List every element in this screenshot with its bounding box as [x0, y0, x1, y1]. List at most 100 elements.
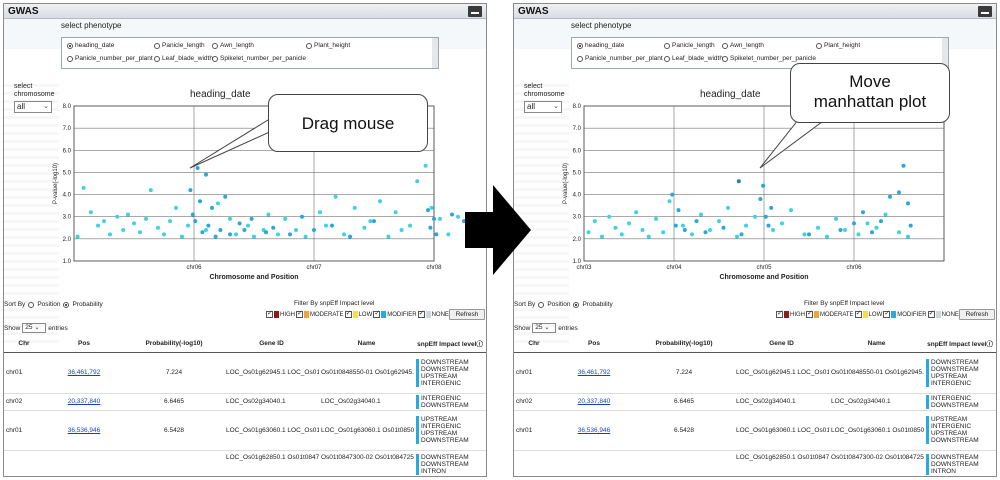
- phenotype-option-panicle-length[interactable]: Panicle_length: [664, 42, 715, 49]
- sort-position-radio[interactable]: [538, 301, 545, 308]
- data-point: [703, 230, 708, 235]
- x-axis-label: Chromosome and Position: [719, 274, 808, 281]
- col-header-pos[interactable]: Pos: [44, 335, 124, 353]
- minimize-button[interactable]: [978, 6, 992, 17]
- data-point: [771, 228, 775, 232]
- col-header-probability[interactable]: Probability(-log10): [124, 335, 224, 353]
- table-row[interactable]: chr01 36,536,946 6.5428 LOC_Os01g63060.1…: [514, 410, 996, 451]
- phenotype-selector: heading_date Panicle_length Awn_length P…: [61, 37, 439, 69]
- impact-cell: DOWNSTREAM DOWNSTREAM INTRON: [924, 450, 996, 476]
- data-point: [861, 210, 865, 215]
- col-header-probability[interactable]: Probability(-log10): [634, 335, 734, 353]
- impact-entry: INTERGENIC: [926, 379, 994, 387]
- name-cell: Os01t0847300-02 Os01t0847250-00 Os01t084…: [829, 450, 924, 476]
- manhattan-plot[interactable]: 1.0 2.0 3.0 4.0 5.0 6.0 7.0 8.0 chr03 chr04 chr05 c…: [558, 100, 948, 285]
- radio-icon: [722, 55, 728, 62]
- data-point: [218, 228, 223, 232]
- phenotype-option-panicle-length[interactable]: Panicle_length: [154, 42, 205, 49]
- pos-link[interactable]: 36,461,792: [67, 369, 101, 376]
- table-row[interactable]: LOC_Os01g62850.1 Os01t0847250-00 Os01t08…: [514, 450, 996, 476]
- col-header-name[interactable]: Name: [829, 335, 924, 353]
- y-tick-label: 6.0: [573, 148, 582, 154]
- col-header-chr[interactable]: Chr: [4, 335, 44, 353]
- chromosome-select[interactable]: all ⌄: [14, 101, 52, 113]
- data-point: [607, 214, 612, 219]
- phenotype-option-panicle-number[interactable]: Panicle_number_per_plant: [577, 55, 663, 62]
- phenotype-option-heading-date[interactable]: heading_date: [67, 42, 114, 49]
- data-point: [188, 188, 193, 193]
- filter-none-checkbox[interactable]: [927, 309, 935, 318]
- phenotype-option-leaf-blade-width[interactable]: Leaf_blade_width: [664, 55, 723, 62]
- filter-moderate-checkbox[interactable]: [296, 309, 303, 318]
- data-point: [816, 225, 820, 230]
- filter-low-checkbox[interactable]: [854, 309, 862, 318]
- col-header-impact[interactable]: snpEff Impact levelⓘ: [414, 335, 486, 353]
- modifier-bar: [416, 416, 419, 423]
- sort-position-radio[interactable]: [28, 301, 35, 308]
- phenotype-option-leaf-blade-width[interactable]: Leaf_blade_width: [154, 55, 213, 62]
- modifier-bar: [926, 460, 929, 468]
- chromosome-select[interactable]: all ⌄: [524, 101, 562, 113]
- phenotype-option-plant-height[interactable]: Plant_height: [816, 42, 860, 49]
- col-header-gene-id[interactable]: Gene ID: [224, 335, 319, 353]
- phenotype-option-awn-length[interactable]: Awn_length: [212, 42, 254, 49]
- impact-cell: INTERGENIC DOWNSTREAM: [924, 393, 996, 411]
- phenotype-option-heading-date[interactable]: heading_date: [577, 42, 624, 49]
- data-point: [276, 232, 280, 237]
- pos-link[interactable]: 36,536,946: [577, 426, 611, 434]
- pos-link[interactable]: 20,337,840: [67, 398, 101, 405]
- table-row[interactable]: LOC_Os01g62850.1 Os01t0847250-00 Os01t08…: [4, 450, 486, 476]
- pos-link[interactable]: 20,337,840: [577, 398, 611, 405]
- entries-select[interactable]: 25 ⌄: [532, 323, 557, 333]
- refresh-button[interactable]: Refresh: [449, 309, 485, 320]
- sort-probability-label: Probability: [72, 301, 103, 308]
- filter-modifier-checkbox[interactable]: [373, 309, 381, 318]
- phenotype-option-panicle-number[interactable]: Panicle_number_per_plant: [67, 55, 153, 62]
- refresh-button[interactable]: Refresh: [959, 309, 995, 320]
- data-point: [432, 216, 436, 221]
- data-point: [249, 216, 254, 221]
- phenotype-option-awn-length[interactable]: Awn_length: [722, 42, 764, 49]
- filter-low-checkbox[interactable]: [344, 309, 352, 318]
- phenotype-option-plant-height[interactable]: Plant_height: [306, 42, 350, 49]
- filter-high-checkbox[interactable]: [776, 309, 783, 318]
- entries-select[interactable]: 25 ⌄: [22, 323, 47, 333]
- pos-link[interactable]: 36,461,792: [577, 369, 611, 376]
- table-row[interactable]: chr01 36,536,946 6.5428 LOC_Os01g63060.1…: [4, 410, 486, 451]
- sort-probability-radio[interactable]: [63, 301, 70, 308]
- data-point: [780, 221, 784, 226]
- col-header-name[interactable]: Name: [319, 335, 414, 353]
- filter-high-checkbox[interactable]: [266, 309, 273, 318]
- modifier-bar: [926, 437, 929, 444]
- table-row[interactable]: chr02 20,337,840 6.6465 LOC_Os02g34040.1…: [514, 393, 996, 411]
- filter-moderate-checkbox[interactable]: [806, 309, 813, 318]
- col-header-pos[interactable]: Pos: [554, 335, 634, 353]
- low-swatch: [352, 311, 358, 318]
- pos-cell: 20,337,840: [554, 393, 634, 411]
- chromosome-label: select chromosome: [524, 83, 565, 98]
- sort-probability-radio[interactable]: [573, 301, 580, 308]
- table-row[interactable]: chr02 20,337,840 6.6465 LOC_Os02g34040.1…: [4, 393, 486, 411]
- y-tick-label: 3.0: [573, 215, 582, 221]
- col-header-gene-id[interactable]: Gene ID: [734, 335, 829, 353]
- pos-link[interactable]: 36,536,946: [67, 426, 101, 434]
- scrollbar[interactable]: [432, 38, 438, 68]
- col-header-impact[interactable]: snpEff Impact levelⓘ: [924, 335, 996, 353]
- data-point: [586, 230, 591, 235]
- table-row[interactable]: chr01 36,461,792 7.224 LOC_Os01g62945.1 …: [4, 352, 486, 394]
- filter-none-checkbox[interactable]: [417, 309, 425, 318]
- filter-modifier-checkbox[interactable]: [883, 309, 891, 318]
- y-tick-label: 8.0: [573, 104, 582, 110]
- phenotype-option-spikelet-number[interactable]: Spikelet_number_per_panicle: [212, 55, 306, 62]
- col-header-chr[interactable]: Chr: [514, 335, 554, 353]
- scrollbar[interactable]: [942, 38, 948, 68]
- data-point: [699, 212, 703, 217]
- filter-label: Filter By snpEff Impact level: [804, 300, 885, 307]
- data-point: [450, 212, 454, 217]
- modifier-bar: [926, 394, 929, 402]
- minimize-button[interactable]: [468, 6, 482, 17]
- table-row[interactable]: chr01 36,461,792 7.224 LOC_Os01g62945.1 …: [514, 352, 996, 394]
- phenotype-option-spikelet-number[interactable]: Spikelet_number_per_panicle: [722, 55, 816, 62]
- data-point: [456, 214, 460, 219]
- modifier-bar: [416, 358, 419, 366]
